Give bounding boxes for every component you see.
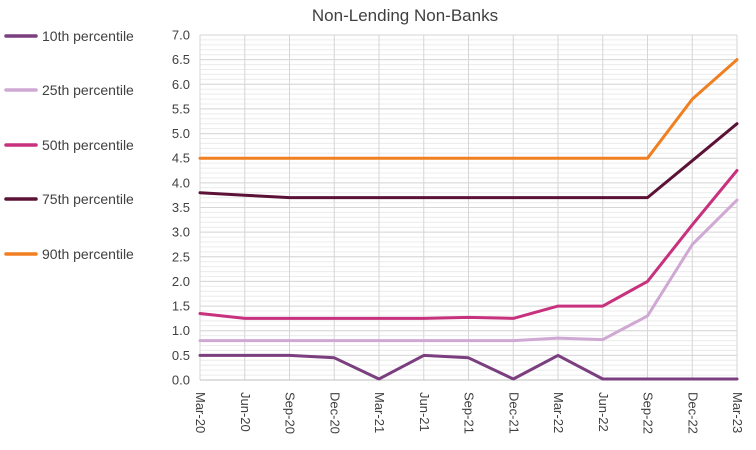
y-tick-label: 0.0 (172, 373, 190, 388)
x-tick-label: Mar-21 (372, 392, 387, 433)
series-lines (198, 58, 739, 381)
x-tick-label: Dec-22 (685, 392, 700, 434)
y-tick-label: 3.0 (172, 225, 190, 240)
y-tick-label: 5.5 (172, 101, 190, 116)
y-tick-label: 7.0 (172, 28, 190, 43)
y-tick-label: 3.5 (172, 200, 190, 215)
grid (199, 34, 738, 381)
series-line-10th-percentile (198, 353, 739, 381)
y-tick-label: 4.5 (172, 151, 190, 166)
x-tick-label: Dec-21 (506, 392, 521, 434)
x-tick-label: Mar-22 (551, 392, 566, 433)
y-tick-label: 4.0 (172, 175, 190, 190)
y-tick-label: 0.5 (172, 348, 190, 363)
series-line-90th-percentile (198, 58, 739, 160)
x-tick-label: Jun-22 (596, 392, 611, 432)
axes: 0.0 0.5 1.0 1.5 2.0 2.5 3.0 3.5 4.0 4.5 5.0 5.5 6.0 6… (172, 28, 745, 434)
y-tick-label: 6.0 (172, 77, 190, 92)
x-tick-label: Sep-20 (283, 392, 298, 434)
chart-title: Non-Lending Non-Banks (312, 6, 498, 25)
legend-label: 25th percentile (42, 82, 134, 98)
x-tick-label: Mar-20 (193, 392, 208, 433)
legend-label: 90th percentile (42, 246, 134, 262)
series-line-25th-percentile (198, 198, 739, 343)
y-tick-label: 5.0 (172, 126, 190, 141)
legend-label: 50th percentile (42, 137, 134, 153)
legend-label: 75th percentile (42, 191, 134, 207)
x-tick-label: Sep-21 (462, 392, 477, 434)
legend-label: 10th percentile (42, 28, 134, 44)
x-tick-label: Jun-21 (417, 392, 432, 432)
series-line-75th-percentile (198, 122, 739, 200)
y-tick-label: 2.0 (172, 274, 190, 289)
y-tick-label: 1.5 (172, 299, 190, 314)
x-tick-label: Dec-20 (327, 392, 342, 434)
y-tick-label: 1.0 (172, 323, 190, 338)
x-tick-label: Sep-22 (641, 392, 656, 434)
x-tick-label: Jun-20 (238, 392, 253, 432)
legend: 10th percentile 25th percentile 50th perce… (4, 28, 134, 262)
y-tick-label: 6.5 (172, 52, 190, 67)
series-line-50th-percentile (198, 169, 739, 320)
y-tick-label: 2.5 (172, 249, 190, 264)
x-tick-label: Mar-23 (730, 392, 745, 433)
